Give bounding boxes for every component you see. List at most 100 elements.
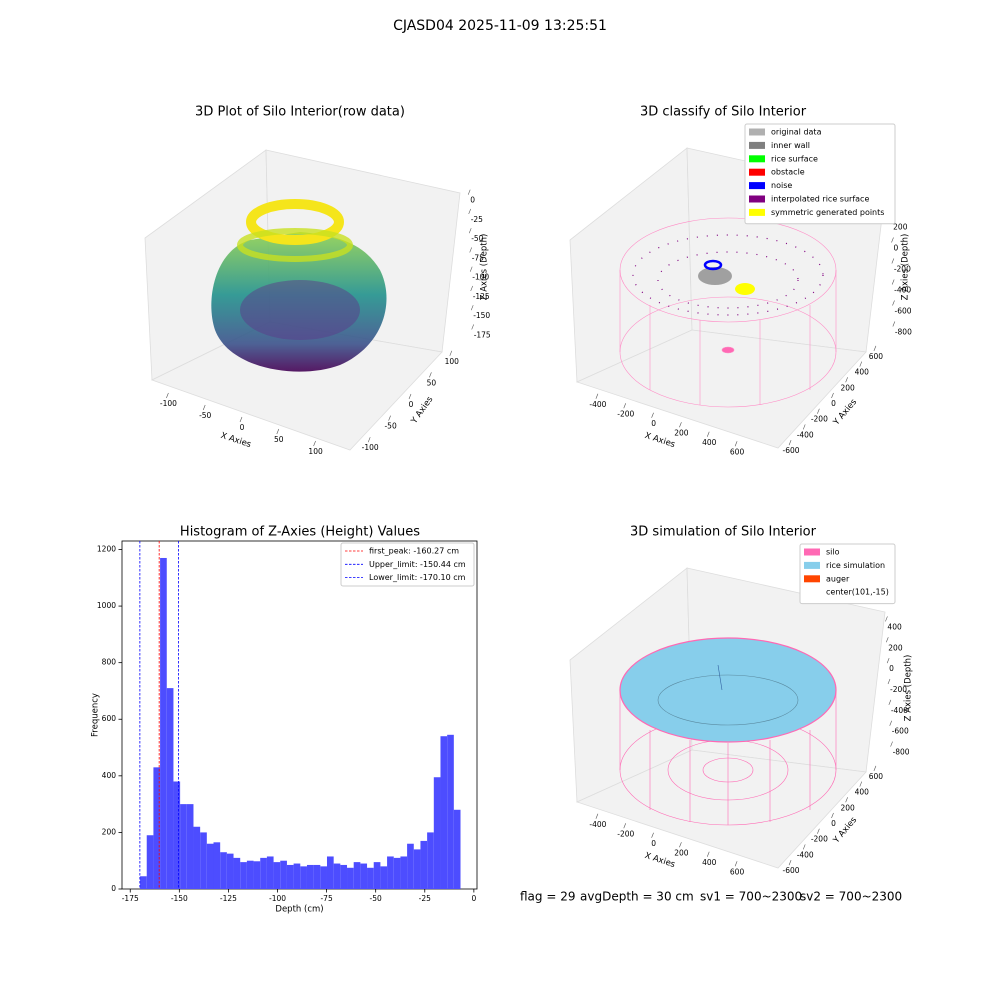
y-tick-label: -200	[811, 835, 828, 844]
x-tick-label: 50	[274, 435, 284, 444]
tick-mark	[623, 823, 627, 829]
bar	[240, 862, 247, 889]
bar	[140, 876, 147, 889]
bar	[286, 864, 294, 889]
bar	[153, 767, 161, 889]
x-tick-label: 0	[240, 423, 245, 432]
z-tick-label: -400	[894, 286, 911, 295]
tick-mark	[469, 247, 472, 253]
chart-title: Histogram of Z-Axies (Height) Values	[180, 525, 420, 540]
bar	[260, 857, 267, 889]
z-tick-label: -25	[471, 215, 483, 224]
tick-mark	[706, 851, 710, 857]
tick-mark	[469, 266, 473, 272]
tick-mark	[802, 424, 806, 430]
tick-mark	[817, 408, 820, 414]
bar	[447, 734, 454, 889]
tick-mark	[885, 616, 888, 622]
tick-mark	[891, 279, 895, 285]
tick-mark	[892, 300, 895, 306]
legend-box	[744, 123, 896, 225]
tick-mark	[623, 403, 627, 409]
bar	[280, 860, 287, 889]
legend-swatch	[749, 155, 765, 163]
x-tick-label: -75	[320, 894, 332, 903]
tick-mark	[408, 393, 412, 400]
tick-mark	[388, 415, 391, 421]
tick-mark	[886, 658, 890, 664]
x-tick-label: 0	[651, 419, 656, 428]
bar	[273, 862, 281, 889]
y-tick-label: 0	[111, 884, 116, 893]
tick-mark	[679, 422, 682, 428]
y-tick-label: -50	[384, 422, 396, 431]
legend-swatch	[749, 128, 765, 136]
bar	[160, 557, 167, 889]
x-tick-label: -200	[617, 409, 634, 418]
tick-mark	[888, 699, 892, 705]
y-tick-label: 50	[427, 378, 437, 387]
bar	[387, 856, 394, 889]
x-tick-label: -100	[160, 399, 177, 408]
y-tick-label: 400	[102, 771, 117, 780]
legend-label: obstacle	[771, 168, 805, 177]
bar	[306, 864, 314, 889]
bar	[246, 860, 254, 889]
bar	[320, 866, 327, 889]
tick-mark	[831, 392, 834, 399]
legend-swatch	[804, 561, 820, 569]
y-tick-label: 1000	[97, 601, 116, 610]
classified-points	[632, 234, 824, 316]
tick-mark	[859, 361, 863, 367]
bar	[213, 842, 221, 889]
tick-mark	[239, 416, 243, 423]
bar	[206, 843, 214, 889]
silo-wireframe	[619, 217, 837, 408]
tick-mark	[367, 437, 371, 443]
bar	[200, 832, 207, 889]
tick-mark	[788, 860, 792, 866]
x-tick-label: -400	[589, 820, 606, 829]
tick-mark	[802, 844, 806, 850]
y-tick-label: 100	[445, 357, 460, 366]
x-tick-label: -200	[617, 829, 634, 838]
z-tick-label: -200	[894, 265, 911, 274]
legend-label: inner wall	[771, 141, 810, 150]
z-tick-label: -800	[893, 748, 910, 757]
chart-title: 3D Plot of Silo Interior(row data)	[195, 105, 405, 120]
bar	[353, 862, 361, 889]
legend-label: original data	[771, 128, 822, 137]
bar	[266, 856, 274, 889]
legend-label: Lower_limit: -170.10 cm	[369, 573, 466, 582]
bar	[313, 864, 321, 889]
z-tick-label: -400	[891, 706, 908, 715]
tick-mark	[845, 377, 848, 383]
legend-box	[340, 542, 475, 587]
tick-mark	[313, 440, 316, 447]
tick-mark	[449, 350, 453, 356]
x-tick-label: 200	[674, 848, 689, 857]
y-tick-label: -600	[783, 446, 800, 455]
tick-mark	[886, 637, 889, 643]
x-axis-label: Depth (cm)	[275, 905, 323, 915]
x-tick-label: 100	[308, 447, 323, 456]
x-tick-label: -400	[589, 400, 606, 409]
bar	[367, 867, 374, 889]
bar	[373, 862, 381, 889]
tick-mark	[276, 428, 280, 435]
bar	[413, 849, 421, 889]
bar	[400, 856, 408, 889]
legend-swatch	[804, 588, 820, 596]
z-axis-label: Z Axies (Depth)	[480, 234, 490, 301]
z-tick-label: -800	[895, 328, 912, 337]
bar	[380, 866, 388, 889]
bar	[180, 804, 187, 889]
bar	[407, 843, 414, 889]
legend-label: silo	[826, 548, 840, 557]
legend-label: first_peak: -160.27 cm	[369, 547, 459, 556]
chart-title: 3D classify of Silo Interior	[640, 105, 807, 120]
bar	[433, 777, 441, 889]
y-tick-label: -600	[783, 866, 800, 875]
x-tick-label: 0	[651, 839, 656, 848]
